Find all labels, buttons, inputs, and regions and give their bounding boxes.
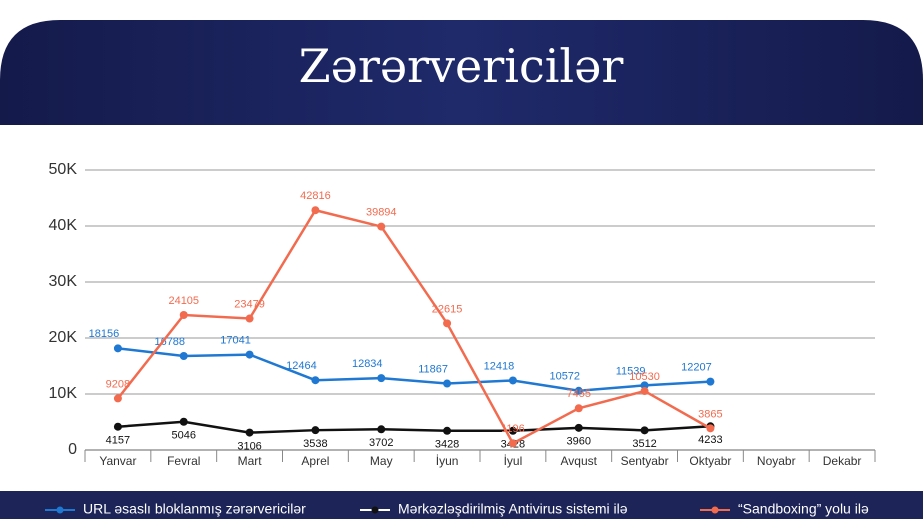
point	[640, 426, 649, 435]
x-tick-label: May	[370, 454, 393, 468]
value-label: 16788	[154, 336, 185, 348]
point	[377, 222, 386, 231]
point	[245, 314, 254, 323]
legend-marker	[56, 506, 64, 514]
legend-label: Mərkəzləşdirilmiş Antivirus sistemi ilə	[398, 501, 628, 517]
point	[443, 426, 452, 435]
series-line	[117, 347, 711, 393]
value-label: 12207	[681, 362, 712, 374]
header-band	[0, 20, 923, 125]
value-label: 10572	[549, 371, 580, 383]
point	[311, 376, 320, 385]
point	[443, 319, 452, 328]
value-label: 4157	[106, 435, 130, 447]
value-label: 11539	[616, 365, 646, 377]
value-label: 3538	[303, 438, 327, 450]
x-tick-label: Aprel	[301, 454, 329, 468]
value-label: 11867	[418, 363, 448, 375]
x-tick-label: Sentyabr	[621, 454, 669, 468]
y-tick-label: 0	[68, 441, 77, 458]
x-tick-label: Dekabr	[823, 454, 862, 468]
x-tick-label: Mart	[238, 454, 263, 468]
point	[113, 394, 122, 403]
value-label: 3428	[435, 439, 459, 451]
point	[311, 426, 320, 435]
point	[377, 374, 386, 383]
point	[377, 425, 386, 434]
chart-title: Zərərvericilər	[299, 39, 624, 93]
value-label: 9208	[106, 378, 130, 390]
point	[179, 351, 188, 360]
value-label: 3106	[237, 441, 261, 453]
y-tick-label: 20K	[49, 329, 78, 346]
value-label: 17041	[220, 334, 251, 346]
value-label: 12464	[286, 360, 317, 372]
value-label: 22615	[432, 303, 463, 315]
point	[706, 424, 715, 433]
x-tick-label: Oktyabr	[689, 454, 731, 468]
point	[179, 417, 188, 426]
y-tick-label: 10K	[49, 385, 78, 402]
value-label: 23479	[234, 298, 265, 310]
value-label: 10530	[629, 371, 660, 383]
point	[245, 428, 254, 437]
value-label: 1196	[501, 423, 525, 435]
x-tick-label: Noyabr	[757, 454, 796, 468]
point	[508, 439, 517, 448]
x-tick-label: Yanvar	[99, 454, 136, 468]
point	[113, 422, 122, 431]
y-tick-label: 30K	[49, 273, 78, 290]
x-tick-label: Avqust	[561, 454, 598, 468]
point	[640, 381, 649, 390]
point	[574, 423, 583, 432]
legend-marker	[711, 506, 719, 514]
point	[508, 426, 517, 435]
value-label: 12418	[484, 360, 515, 372]
x-tick-label: İyun	[436, 454, 459, 468]
point	[574, 386, 583, 395]
value-label: 39894	[366, 206, 397, 218]
value-label: 3865	[698, 408, 722, 420]
point	[113, 344, 122, 353]
point	[508, 376, 517, 385]
value-label: 3512	[632, 438, 656, 450]
value-label: 4233	[698, 434, 722, 446]
series-line	[116, 208, 712, 445]
value-label: 7455	[567, 388, 591, 400]
x-tick-label: İyul	[504, 454, 523, 468]
y-tick-label: 50K	[49, 161, 78, 178]
y-tick-label: 40K	[49, 217, 78, 234]
legend-label: “Sandboxing” yolu ilə	[738, 501, 869, 517]
series-line	[117, 420, 711, 434]
legend-label: URL əsaslı bloklanmış zərərvericilər	[83, 501, 306, 517]
legend-marker	[371, 506, 379, 514]
value-label: 3960	[567, 436, 591, 448]
point	[706, 377, 715, 386]
point	[179, 311, 188, 320]
x-tick-label: Fevral	[167, 454, 200, 468]
value-label: 3702	[369, 437, 393, 449]
value-label: 18156	[89, 328, 120, 340]
point	[245, 350, 254, 359]
point	[311, 206, 320, 215]
value-label: 5046	[172, 430, 196, 442]
point	[640, 387, 649, 396]
value-label: 12834	[352, 358, 383, 370]
legend-band	[0, 491, 923, 519]
value-label: 24105	[168, 295, 199, 307]
point	[574, 404, 583, 413]
value-label: 42816	[300, 190, 331, 202]
point	[443, 379, 452, 388]
